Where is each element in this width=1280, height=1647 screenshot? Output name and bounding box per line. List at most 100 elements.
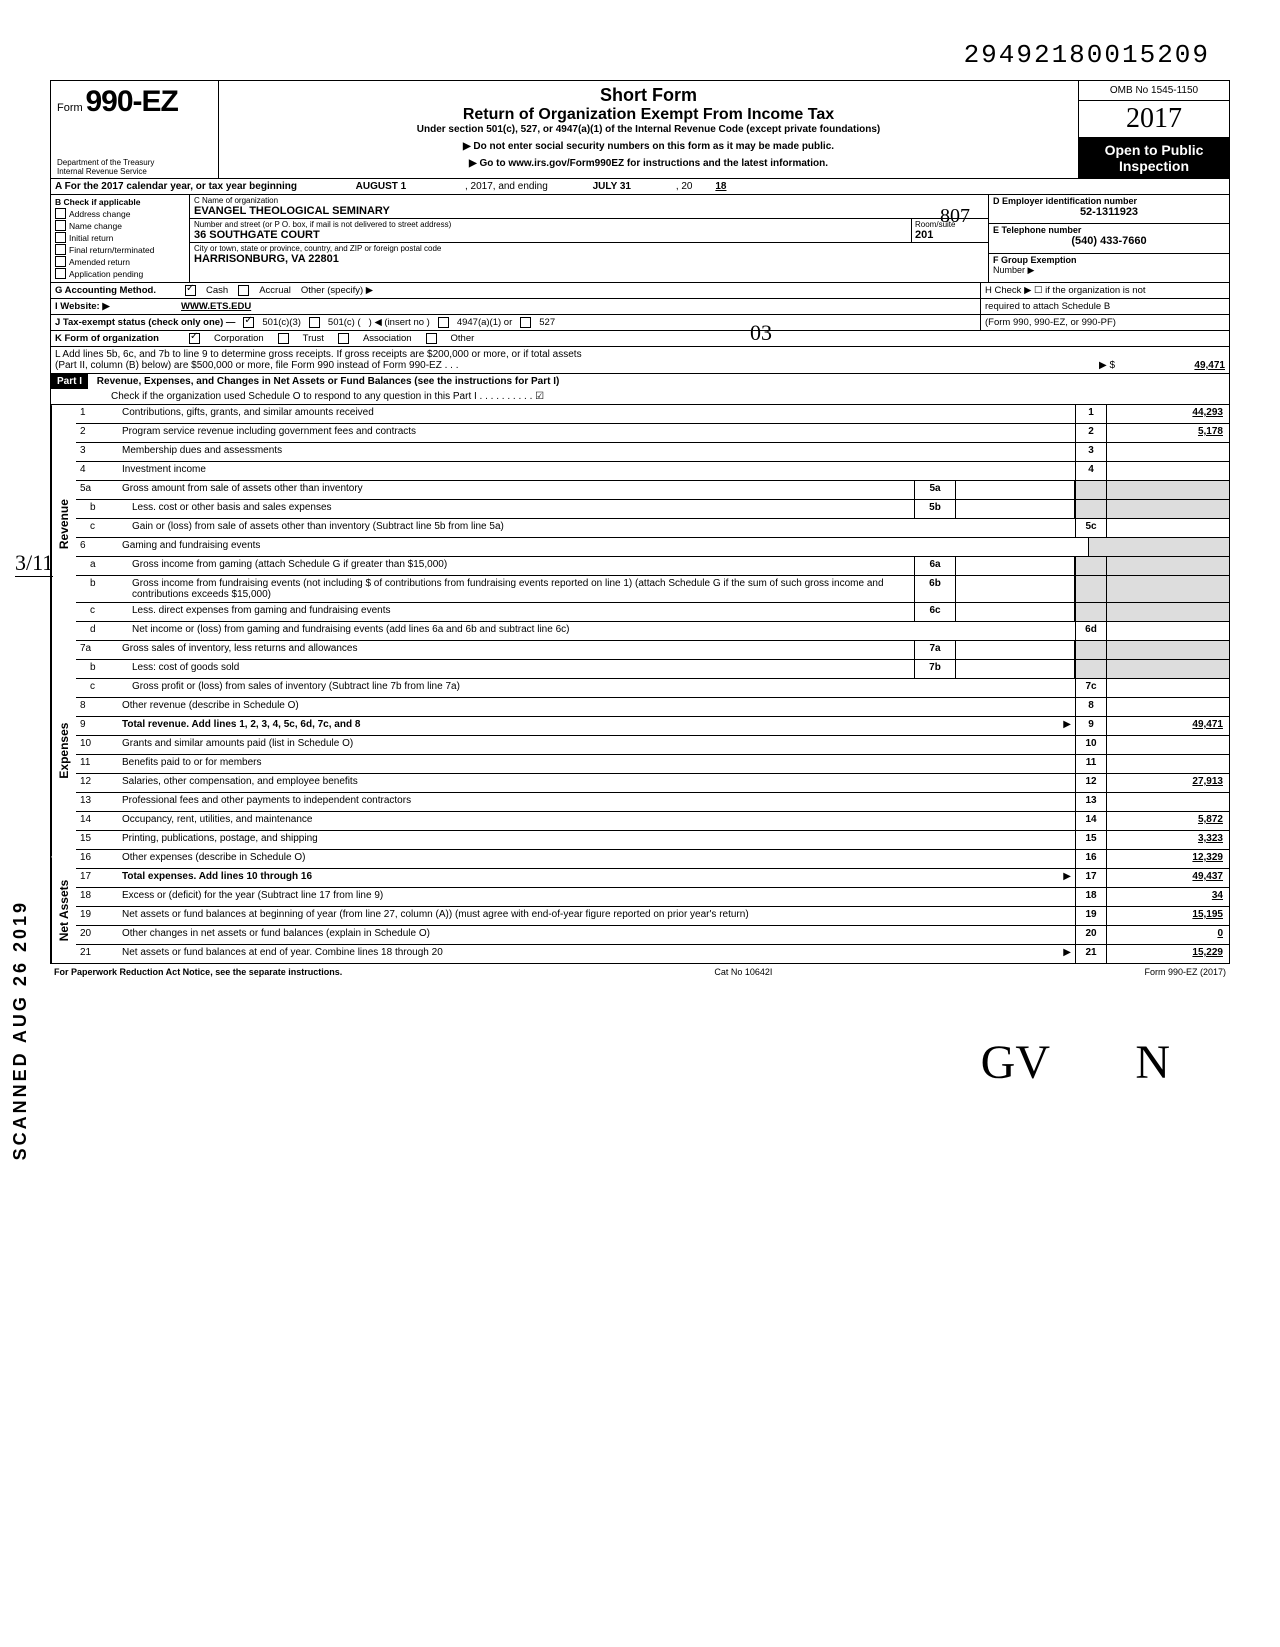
row-k: K Form of organization Corporation Trust… [51, 331, 1229, 347]
chk-assoc[interactable] [338, 333, 349, 344]
line-value: 3,323 [1106, 831, 1229, 849]
line-box-label: 18 [1075, 888, 1106, 906]
chk-cash[interactable] [185, 285, 196, 296]
line-number: 8 [76, 698, 118, 716]
c-city-lab: City or town, state or province, country… [194, 244, 984, 253]
chk-amended[interactable] [55, 256, 66, 267]
l-arrow: ▶ $ [1099, 360, 1115, 371]
row-l: L Add lines 5b, 6c, and 7b to line 9 to … [51, 347, 1229, 374]
footer-left: For Paperwork Reduction Act Notice, see … [54, 967, 342, 977]
line-box-label: 21 [1075, 945, 1106, 963]
line-desc: Other revenue (describe in Schedule O) [118, 698, 1075, 716]
line-desc: Other changes in net assets or fund bala… [118, 926, 1075, 944]
inner-box-value [956, 557, 1075, 575]
line-desc: Occupancy, rent, utilities, and maintena… [118, 812, 1075, 830]
side-revenue: Revenue [51, 405, 76, 644]
line-desc: Printing, publications, postage, and shi… [118, 831, 1075, 849]
signature-area: GV N [50, 980, 1230, 1100]
chk-527[interactable] [520, 317, 531, 328]
f-lab2: Number ▶ [993, 265, 1034, 275]
line-value: 49,471 [1106, 717, 1229, 735]
period-begin: AUGUST 1 [301, 181, 461, 192]
title-main: Return of Organization Exempt From Incom… [227, 106, 1070, 124]
form-number: 990-EZ [85, 85, 177, 118]
line-value [1106, 793, 1229, 811]
lab-trust: Trust [303, 333, 324, 344]
room-val: 201 [915, 229, 985, 241]
chk-trust[interactable] [278, 333, 289, 344]
row-i: I Website: ▶ WWW.ETS.EDU required to att… [51, 299, 1229, 315]
line-value: 5,872 [1106, 812, 1229, 830]
chk-corp[interactable] [189, 333, 200, 344]
chk-4947[interactable] [438, 317, 449, 328]
chk-final[interactable] [55, 244, 66, 255]
line-value [1106, 519, 1229, 537]
chk-501c[interactable] [309, 317, 320, 328]
line-row: 4Investment income4 [76, 462, 1229, 481]
line-number: 14 [76, 812, 118, 830]
lab-pending: Application pending [69, 269, 143, 279]
chk-initial[interactable] [55, 232, 66, 243]
row-a-period: A For the 2017 calendar year, or tax yea… [51, 179, 1229, 195]
line-number: 19 [76, 907, 118, 925]
chk-pending[interactable] [55, 268, 66, 279]
side-expenses: Expenses [51, 644, 76, 857]
row-j: J Tax-exempt status (check only one) — 5… [51, 315, 1229, 331]
arrow-icon: ▶ [1059, 945, 1075, 963]
shaded-box [1075, 557, 1106, 575]
line-number: 3 [76, 443, 118, 461]
line-number: 12 [76, 774, 118, 792]
line-row: 10Grants and similar amounts paid (list … [76, 736, 1229, 755]
chk-name[interactable] [55, 220, 66, 231]
lab-other-method: Other (specify) ▶ [301, 285, 373, 296]
org-addr: 36 SOUTHGATE COURT [194, 229, 984, 241]
line-desc: Membership dues and assessments [118, 443, 1075, 461]
chk-accrual[interactable] [238, 285, 249, 296]
line-number: 5a [76, 481, 118, 499]
lab-corp: Corporation [214, 333, 264, 344]
line-row: 21Net assets or fund balances at end of … [76, 945, 1229, 963]
line-value [1106, 679, 1229, 697]
col-b-checks: B Check if applicable Address change Nam… [51, 195, 190, 282]
line-box-label: 14 [1075, 812, 1106, 830]
line-value [1106, 736, 1229, 754]
line-number: 16 [76, 850, 118, 868]
line-row: 15Printing, publications, postage, and s… [76, 831, 1229, 850]
dln-number: 29492180015209 [50, 40, 1230, 70]
line-value [1106, 443, 1229, 461]
inner-box-label: 6a [914, 557, 956, 575]
shaded-full [1088, 538, 1229, 556]
shaded-box [1075, 603, 1106, 621]
chk-other[interactable] [426, 333, 437, 344]
line-number: 15 [76, 831, 118, 849]
line-desc: Net income or (loss) from gaming and fun… [128, 622, 1075, 640]
chk-501c3[interactable] [243, 317, 254, 328]
shaded-val [1106, 576, 1229, 602]
shaded-val [1106, 481, 1229, 499]
org-name: EVANGEL THEOLOGICAL SEMINARY [194, 205, 984, 217]
line-value: 49,437 [1106, 869, 1229, 887]
line-number: 2 [76, 424, 118, 442]
line-desc: Grants and similar amounts paid (list in… [118, 736, 1075, 754]
part1-header-row: Part I Revenue, Expenses, and Changes in… [51, 374, 1229, 405]
goto-url: ▶ Go to www.irs.gov/Form990EZ for instru… [227, 158, 1070, 169]
line-box-label: 7c [1075, 679, 1106, 697]
line-box-label: 3 [1075, 443, 1106, 461]
line-row: 14Occupancy, rent, utilities, and mainte… [76, 812, 1229, 831]
shaded-val [1106, 641, 1229, 659]
omb-number: OMB No 1545-1150 [1079, 81, 1229, 101]
info-grid: B Check if applicable Address change Nam… [51, 195, 1229, 283]
line-value: 15,195 [1106, 907, 1229, 925]
line-value: 34 [1106, 888, 1229, 906]
shaded-val [1106, 660, 1229, 678]
chk-address[interactable] [55, 208, 66, 219]
line-row: cLess. direct expenses from gaming and f… [76, 603, 1229, 622]
part1-badge: Part I [51, 374, 88, 389]
b-head: B Check if applicable [55, 197, 185, 207]
form-prefix: Form [57, 102, 83, 114]
shaded-val [1106, 500, 1229, 518]
line-number: c [76, 603, 128, 621]
line-value: 5,178 [1106, 424, 1229, 442]
line-row: 19Net assets or fund balances at beginni… [76, 907, 1229, 926]
line-row: 9Total revenue. Add lines 1, 2, 3, 4, 5c… [76, 717, 1229, 736]
